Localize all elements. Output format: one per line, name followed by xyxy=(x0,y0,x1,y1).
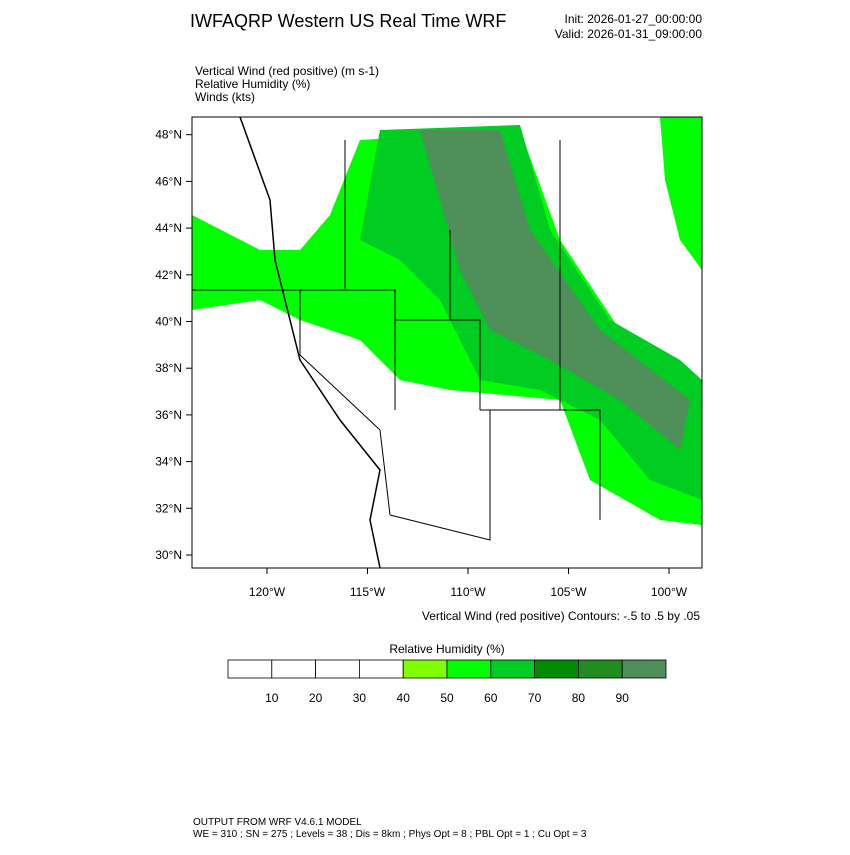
coastline xyxy=(239,116,381,569)
state-borders xyxy=(192,140,601,541)
colorbar-label: 10 xyxy=(265,691,279,705)
colorbar-title: Relative Humidity (%) xyxy=(389,642,504,656)
colorbar-label: 50 xyxy=(440,691,454,705)
contour-note: Vertical Wind (red positive) Contours: -… xyxy=(422,609,700,623)
lat-label: 36°N xyxy=(155,408,182,422)
humidity-area xyxy=(660,117,702,270)
colorbar-box xyxy=(402,659,448,679)
colorbar-label: 70 xyxy=(528,691,542,705)
colorbar-label: 30 xyxy=(353,691,367,705)
map xyxy=(191,116,703,569)
map-frame xyxy=(191,116,703,569)
lat-label: 44°N xyxy=(155,221,182,235)
colorbar-box xyxy=(446,659,492,679)
title: IWFAQRP Western US Real Time WRF xyxy=(190,11,506,31)
colorbar-label: 40 xyxy=(397,691,411,705)
lat-label: 42°N xyxy=(155,268,182,282)
lon-label: 100°W xyxy=(651,585,688,599)
humidity-area xyxy=(192,130,702,525)
colorbar-box xyxy=(490,659,535,679)
lon-label: 120°W xyxy=(249,585,286,599)
lat-label: 46°N xyxy=(155,174,182,188)
lat-label: 40°N xyxy=(155,315,182,329)
colorbar-box xyxy=(271,659,316,679)
field-label: Winds (kts) xyxy=(195,90,255,104)
lat-label: 38°N xyxy=(155,361,182,375)
colorbar-label: 20 xyxy=(309,691,323,705)
footer-line: WE = 310 ; SN = 275 ; Levels = 38 ; Dis … xyxy=(193,829,587,840)
colorbar-label: 90 xyxy=(616,691,630,705)
field-list: Vertical Wind (red positive) (m s-1)Rela… xyxy=(195,64,379,104)
colorbar-label: 80 xyxy=(572,691,586,705)
humidity-area xyxy=(420,130,690,450)
colorbar-label: 60 xyxy=(484,691,498,705)
lat-label: 34°N xyxy=(155,455,182,469)
colorbar-box xyxy=(315,659,360,679)
colorbar-box xyxy=(534,659,579,679)
colorbar-box xyxy=(578,659,623,679)
valid-time: Valid: 2026-01-31_09:00:00 xyxy=(555,27,703,41)
lon-label: 115°W xyxy=(350,585,386,599)
colorbar-box xyxy=(227,659,273,679)
field-label: Vertical Wind (red positive) (m s-1) xyxy=(195,64,379,78)
lat-label: 30°N xyxy=(155,548,182,562)
init-time: Init: 2026-01-27_00:00:00 xyxy=(565,12,703,26)
map-axes: 30°N 32°N 34°N 36°N 38°N 40°N 42°N 44°N 46°N 48°N… xyxy=(155,128,688,599)
colorbar: 10 20 30 40 50 60 70 80 90 xyxy=(227,659,667,705)
colorbar-box xyxy=(358,659,404,679)
lon-label: 105°W xyxy=(550,585,587,599)
field-label: Relative Humidity (%) xyxy=(195,77,310,91)
lat-label: 48°N xyxy=(155,128,182,142)
lat-label: 32°N xyxy=(155,501,182,515)
lon-label: 110°W xyxy=(450,585,486,599)
colorbar-box xyxy=(621,659,667,679)
footer-line: OUTPUT FROM WRF V4.6.1 MODEL xyxy=(193,817,362,828)
